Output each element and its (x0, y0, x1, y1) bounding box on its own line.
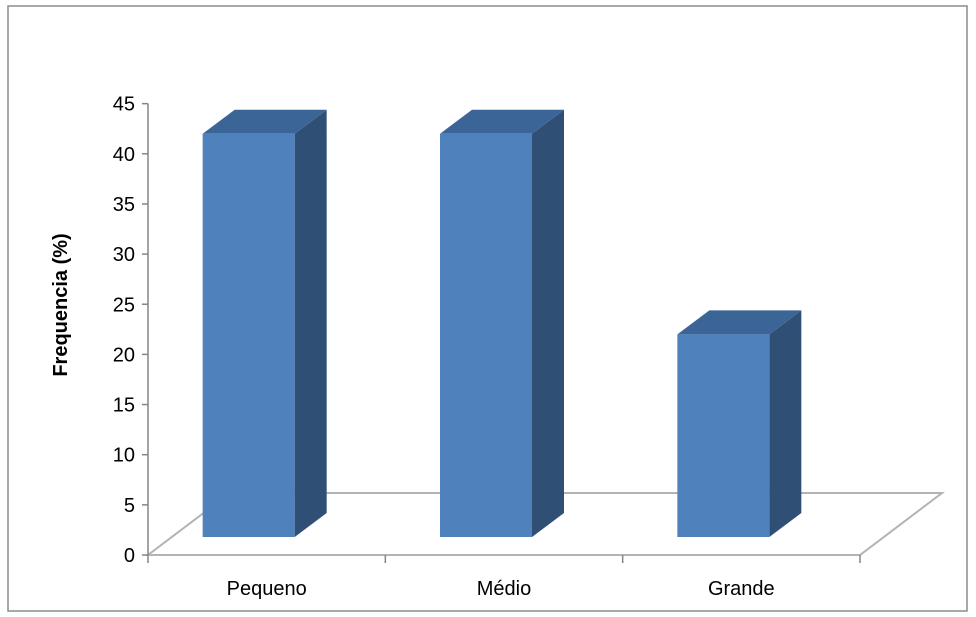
y-axis (142, 102, 149, 556)
bar-top-face (440, 109, 564, 134)
y-tick-label: 0 (124, 545, 135, 567)
bar-front-face (202, 133, 295, 538)
bar-side-face (769, 310, 802, 537)
y-tick-label: 15 (113, 395, 135, 417)
x-category-label: Pequeno (227, 578, 307, 600)
bars (202, 109, 802, 538)
bar (202, 109, 327, 538)
x-category-label: Grande (708, 578, 775, 600)
y-axis-title: Frequencia (%) (50, 233, 72, 376)
x-axis (147, 555, 861, 563)
category-labels: Pequeno Médio Grande (227, 578, 775, 600)
bar-side-face (294, 109, 327, 538)
y-tick-label: 20 (113, 344, 135, 366)
y-tick-label: 10 (113, 445, 135, 467)
bar (440, 109, 564, 538)
bar-top-face (677, 310, 802, 335)
y-tick-labels: 0 5 10 15 20 25 30 35 40 45 (113, 94, 135, 567)
bar-front-face (677, 334, 770, 537)
chart-frame (7, 5, 968, 612)
y-tick-label: 30 (113, 244, 135, 266)
bar-side-face (532, 109, 564, 538)
bar-front-face (440, 133, 532, 538)
y-tick-label: 45 (113, 94, 135, 116)
y-tick-label: 5 (124, 495, 135, 517)
y-tick-label: 40 (113, 144, 135, 166)
bar-top-face (202, 109, 327, 134)
y-tick-label: 35 (113, 194, 135, 216)
x-category-label: Médio (477, 578, 531, 600)
y-tick-label: 25 (113, 294, 135, 316)
bar (677, 310, 802, 537)
